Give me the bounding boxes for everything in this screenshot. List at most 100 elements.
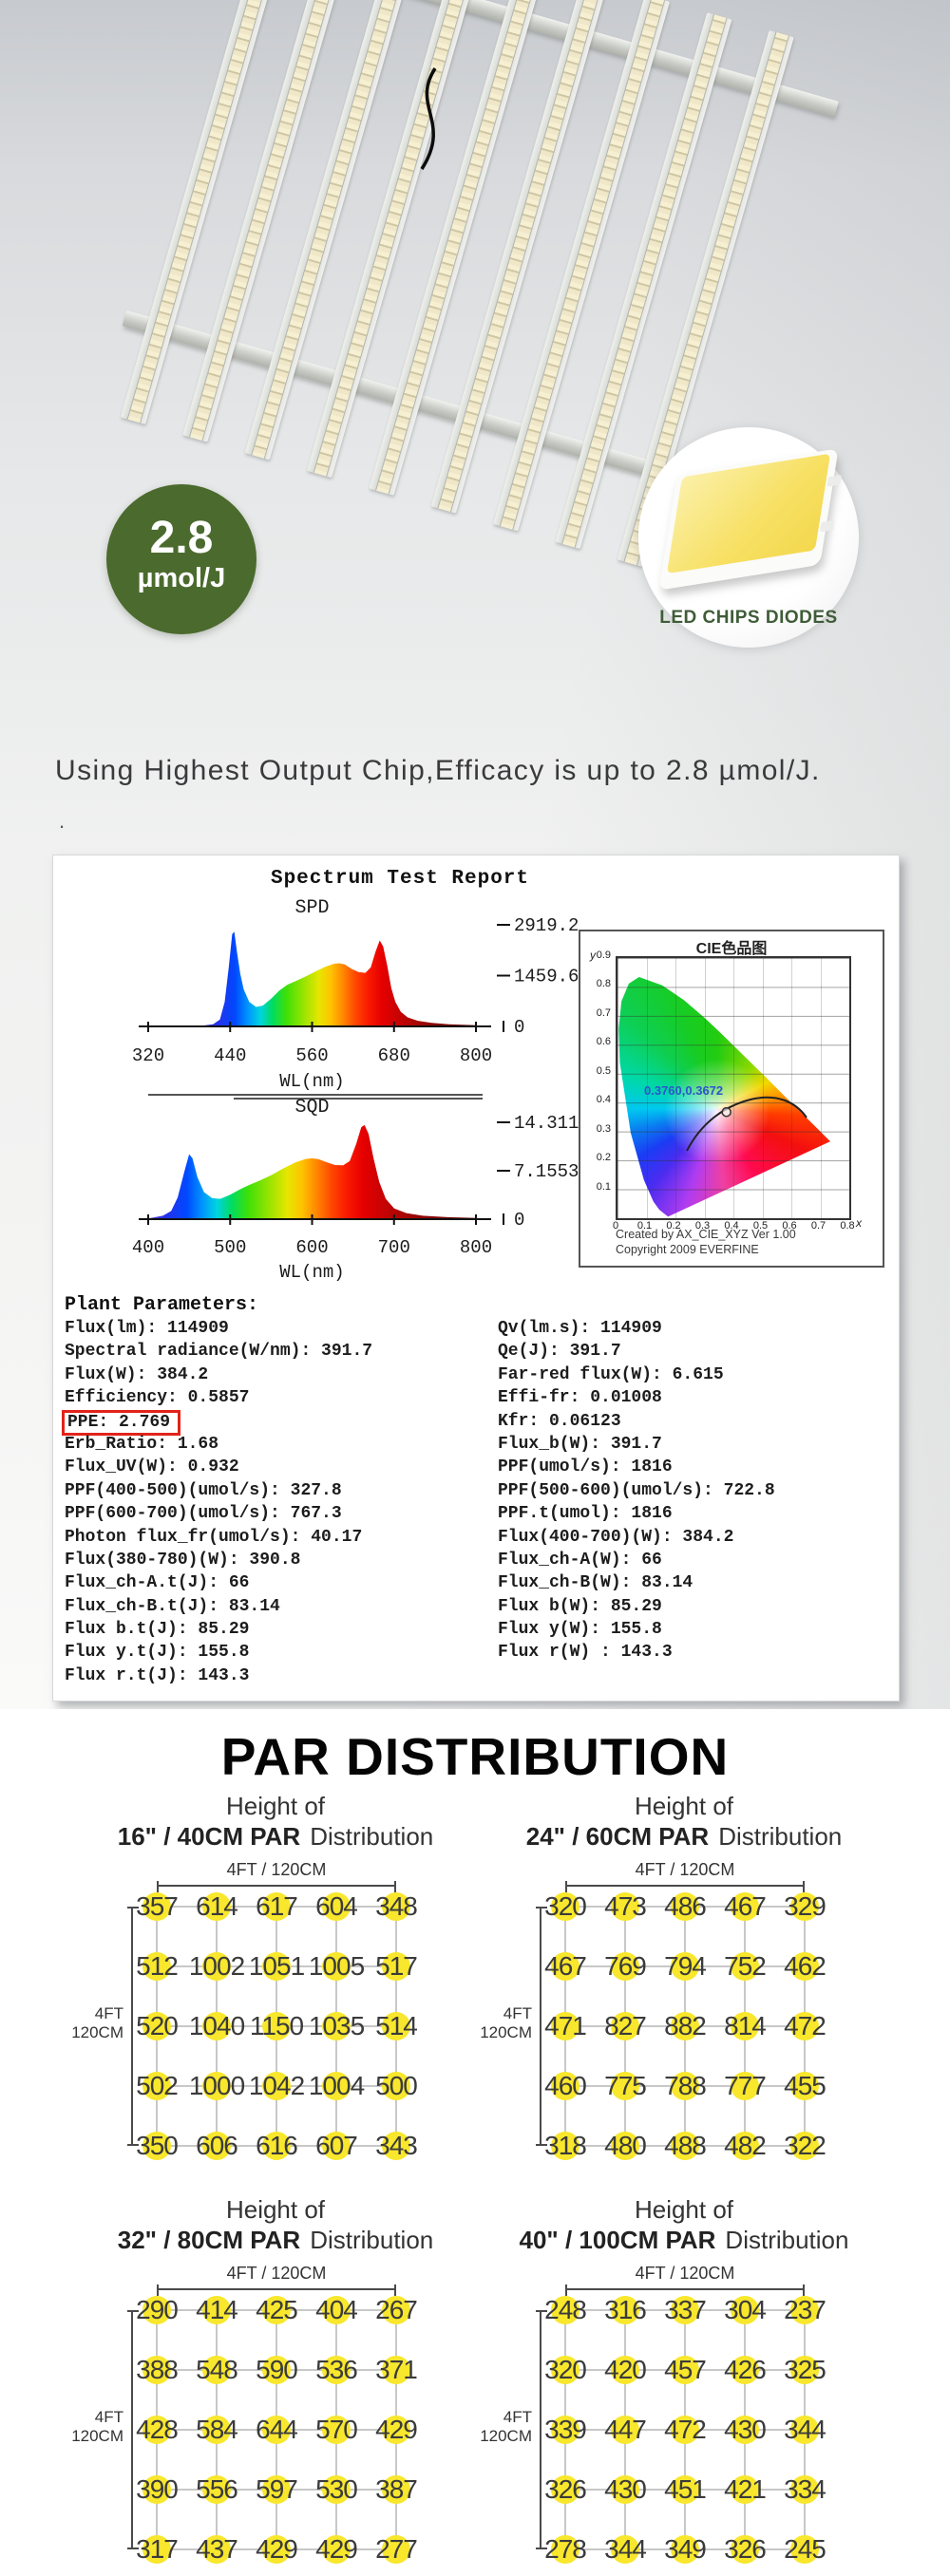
par-value: 329 [784, 1891, 826, 1921]
param-line: Efficiency: 0.5857 [65, 1388, 250, 1408]
par-value: 429 [375, 2415, 418, 2444]
param-line: Flux(W): 384.2 [65, 1364, 209, 1384]
par-value: 606 [196, 2131, 238, 2160]
par-header-line2: 32" / 80CM PAR Distribution [117, 2226, 434, 2254]
side-dimension-bracket [536, 2310, 547, 2549]
grid-dot [322, 1892, 351, 1921]
par-value: 430 [724, 2415, 767, 2444]
param-line: Spectral radiance(W/nm): 391.7 [65, 1342, 373, 1362]
param-line: PPF(500-600)(umol/s): 722.8 [498, 1480, 775, 1500]
svg-text:0: 0 [514, 1017, 524, 1038]
svg-text:320: 320 [132, 1045, 164, 1066]
side-dimension-bracket [127, 2310, 139, 2549]
param-line: Flux_ch-A.t(J): 66 [65, 1573, 250, 1593]
param-line: Photon flux_fr(umol/s): 40.17 [65, 1527, 363, 1547]
led-chip-pin [819, 519, 835, 533]
grid-dot [551, 2296, 580, 2324]
par-value: 277 [375, 2534, 418, 2564]
par-header-line2: 40" / 100CM PAR Distribution [519, 2226, 849, 2254]
grid-dot [790, 1892, 819, 1921]
par-value: 267 [375, 2295, 418, 2324]
param-line: PPE: 2.769 [62, 1409, 372, 1436]
side-dimension-bracket [536, 1907, 547, 2146]
par-value: 429 [256, 2534, 298, 2564]
cie-y-tick: 0.2 [596, 1152, 611, 1164]
efficacy-headline: Using Highest Output Chip,Efficacy is up… [55, 755, 821, 786]
grid-dot [731, 2475, 759, 2504]
par-value: 1040 [188, 2011, 245, 2040]
grid-dot [611, 2132, 639, 2160]
grid-dot [142, 2356, 171, 2384]
top-dimension-label: 4FT / 120CM [226, 1860, 327, 1879]
par-value: 248 [544, 2295, 587, 2324]
grid-dot [731, 1892, 759, 1921]
par-grid: 290 414 425 404 267 388 548 590 536 371 428 584 644 5… [136, 2295, 418, 2564]
par-value: 357 [136, 1891, 179, 1921]
par-value: 318 [544, 2131, 587, 2160]
par-value: 349 [664, 2534, 707, 2564]
grid-dot [731, 2356, 759, 2384]
par-value: 1051 [248, 1951, 305, 1981]
spd-chart: 320 440 560 680 800 2919.2 1459.6 0 SPD WL(nm) [82, 892, 633, 1099]
svg-text:SQD: SQD [294, 1099, 329, 1119]
grid-dot [322, 1952, 351, 1981]
par-value: 607 [315, 2131, 358, 2160]
par-value: 414 [196, 2295, 238, 2324]
plant-parameters-left-column: Flux(lm): 114909 Spectral radiance(W/nm):… [62, 1317, 373, 1687]
par-value: 460 [544, 2071, 587, 2100]
par-value: 337 [664, 2295, 707, 2324]
par-value: 471 [544, 2011, 587, 2040]
param-line: Qe(J): 391.7 [498, 1342, 621, 1362]
cie-x-tick: 0.7 [810, 1220, 826, 1232]
top-dimension-bracket [565, 2285, 805, 2296]
par-value: 827 [604, 2011, 647, 2040]
par-value: 556 [196, 2474, 238, 2504]
param-line: Qv(lm.s): 114909 [498, 1319, 662, 1338]
param-line: Flux_ch-B.t(J): 83.14 [65, 1596, 280, 1616]
grid-dot [551, 2012, 580, 2040]
grid-dot [731, 2296, 759, 2324]
badge-unit: µmol/J [137, 563, 226, 593]
grid-dot [671, 1892, 699, 1921]
ppe-highlight-box: PPE: 2.769 [62, 1409, 181, 1436]
param-line: Flux r.t(J): 143.3 [65, 1665, 250, 1685]
grid-dot [202, 2535, 231, 2564]
plant-parameters-heading: Plant Parameters: [65, 1294, 259, 1316]
par-value: 472 [664, 2415, 707, 2444]
grid-dot [731, 2416, 759, 2444]
par-header-line1: Height of [225, 2195, 326, 2224]
par-value: 517 [375, 1951, 418, 1981]
par-value: 290 [136, 2295, 179, 2324]
top-dimension-label: 4FT / 120CM [635, 2264, 735, 2283]
grid-dot [551, 2132, 580, 2160]
param-line: Erb_Ratio: 1.68 [65, 1434, 219, 1454]
top-dimension-label: 4FT / 120CM [226, 2264, 327, 2283]
side-dimension-bracket [127, 1907, 139, 2146]
grid-dot [202, 2356, 231, 2384]
grid-dot [202, 2012, 231, 2040]
par-value: 425 [256, 2295, 298, 2324]
par-value: 486 [664, 1891, 707, 1921]
svg-text:800: 800 [460, 1237, 492, 1258]
par-value: 644 [256, 2415, 298, 2444]
par-grid: 320 473 486 467 329 467 769 794 752 462 471 827 882 8… [544, 1891, 826, 2160]
par-value: 344 [604, 2534, 647, 2564]
cie-y-tick: 0.8 [596, 978, 611, 990]
par-value: 480 [604, 2131, 647, 2160]
grid-dot [551, 2535, 580, 2564]
par-value: 278 [544, 2534, 587, 2564]
led-chip-pin [826, 475, 842, 487]
cie-x-tick: 0.4 [724, 1220, 739, 1232]
grid-dot [382, 2296, 410, 2324]
par-value: 388 [136, 2355, 179, 2384]
par-value: 794 [664, 1951, 707, 1981]
grid-dot [790, 2012, 819, 2040]
par-chart-16in-40cm: Height of 16" / 40CM PAR Distribution 4FT /… [57, 1790, 494, 2172]
par-value: 429 [315, 2534, 358, 2564]
grid-dot [611, 2012, 639, 2040]
par-value: 437 [196, 2534, 238, 2564]
grid-dot [611, 2296, 639, 2324]
par-value: 514 [375, 2011, 418, 2040]
par-value: 548 [196, 2355, 238, 2384]
spectrum-test-report-panel: Spectrum Test Report 320 440 560 680 800 2919… [52, 855, 900, 1702]
